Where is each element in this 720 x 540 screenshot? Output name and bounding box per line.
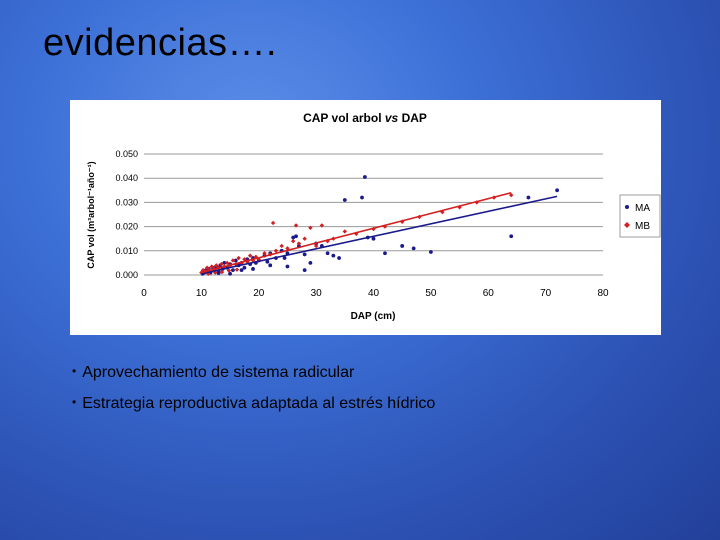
data-point-ma xyxy=(555,188,559,193)
x-tick-label: 70 xyxy=(540,288,552,299)
y-tick-label: 0.020 xyxy=(115,222,138,232)
data-point-mb xyxy=(296,241,302,246)
data-point-mb xyxy=(302,236,307,241)
legend-box xyxy=(619,194,661,238)
data-point-ma xyxy=(285,264,290,269)
x-tick-label: 0 xyxy=(141,288,147,299)
data-point-ma xyxy=(302,252,307,257)
data-point-mb xyxy=(230,258,236,263)
x-tick-label: 50 xyxy=(425,288,437,299)
data-point-mb xyxy=(209,264,214,269)
legend-marker-mb xyxy=(624,222,630,228)
x-tick-label: 80 xyxy=(597,288,609,299)
slide-title: evidencias…. xyxy=(43,22,278,64)
data-point-ma xyxy=(242,265,247,270)
data-point-ma xyxy=(428,250,433,254)
data-point-ma xyxy=(268,263,273,268)
data-point-mb xyxy=(262,251,267,256)
bullet-item: • Estrategia reproductiva adaptada al est… xyxy=(72,395,435,413)
data-point-ma xyxy=(216,271,221,275)
y-axis-label: CAP vol (m³arbol⁻¹año⁻¹) xyxy=(86,161,96,268)
data-point-ma xyxy=(411,246,416,251)
data-point-mb xyxy=(219,269,225,275)
legend-marker-ma xyxy=(625,205,629,209)
data-point-ma xyxy=(251,267,255,271)
y-tick-label: 0.010 xyxy=(115,246,138,256)
bullet-item: • Aprovechamiento de sistema radicular xyxy=(72,364,435,382)
data-point-mb xyxy=(293,223,299,228)
x-tick-label: 60 xyxy=(483,288,495,299)
data-point-ma xyxy=(302,268,307,273)
y-tick-label: 0.040 xyxy=(115,173,138,183)
chart-svg: CAP vol arbol vs DAP CAP vol (m³arbol⁻¹a… xyxy=(86,111,661,322)
data-point-mb xyxy=(279,243,284,249)
x-tick-label: 30 xyxy=(311,288,323,299)
legend-label-ma: MA xyxy=(635,203,650,214)
chart-title-part-2: vs xyxy=(385,111,399,125)
plot-area: 0.000 0.010 0.020 0.030 0.040 0.050 0 10 20 30 40 5… xyxy=(115,149,609,299)
legend: MA MB xyxy=(619,194,661,238)
data-point-ma xyxy=(400,244,405,248)
data-point-ma xyxy=(231,268,235,273)
y-tick-label: 0.050 xyxy=(115,149,138,159)
data-point-mb xyxy=(204,265,210,270)
bullet-dot-icon: • xyxy=(72,395,77,409)
data-point-ma xyxy=(239,268,244,273)
data-point-mb xyxy=(273,248,279,253)
data-point-ma xyxy=(265,259,270,264)
data-point-ma xyxy=(526,195,531,200)
data-point-mb xyxy=(214,263,219,268)
y-tick-label: 0.000 xyxy=(115,270,138,280)
x-axis-label: DAP (cm) xyxy=(351,311,396,322)
data-point-mb xyxy=(224,260,230,266)
data-point-mb xyxy=(319,223,325,228)
chart: CAP vol arbol vs DAP CAP vol (m³arbol⁻¹a… xyxy=(70,100,661,335)
x-tick-label: 20 xyxy=(253,288,265,299)
x-tick-label: 40 xyxy=(368,288,380,299)
data-point-ma xyxy=(308,261,313,265)
data-point-ma xyxy=(383,251,387,256)
data-point-mb xyxy=(247,253,253,258)
data-point-mb xyxy=(290,238,296,244)
data-point-ma xyxy=(342,198,347,202)
data-point-ma xyxy=(362,175,367,179)
y-tick-label: 0.030 xyxy=(115,197,138,207)
data-point-ma xyxy=(233,258,238,263)
trendline-ma xyxy=(201,195,558,275)
legend-label-mb: MB xyxy=(635,221,650,232)
data-point-mb xyxy=(342,229,348,234)
chart-title-part-3: DAP xyxy=(398,111,427,125)
trendline-mb xyxy=(201,191,512,274)
data-point-mb xyxy=(219,261,224,267)
x-tick-label: 10 xyxy=(196,288,208,299)
bullet-dot-icon: • xyxy=(72,364,77,378)
data-point-mb xyxy=(399,219,405,224)
data-point-ma xyxy=(331,253,336,258)
data-point-mb xyxy=(509,192,514,198)
bullet-text: Estrategia reproductiva adaptada al estr… xyxy=(82,395,436,412)
data-point-ma xyxy=(371,236,376,241)
data-point-ma xyxy=(294,234,298,239)
data-point-mb xyxy=(242,257,247,262)
chart-title: CAP vol arbol vs DAP xyxy=(303,111,427,125)
data-point-ma xyxy=(228,271,232,276)
data-point-mb xyxy=(236,255,241,261)
data-point-ma xyxy=(325,251,330,256)
data-point-mb xyxy=(313,243,319,249)
bullet-list: • Aprovechamiento de sistema radicular • E… xyxy=(72,364,435,426)
data-point-mb xyxy=(308,225,313,231)
bullet-text: Aprovechamiento de sistema radicular xyxy=(82,364,355,381)
data-point-mb xyxy=(226,268,232,273)
data-point-ma xyxy=(509,234,514,239)
data-point-ma xyxy=(360,195,364,200)
data-point-mb xyxy=(234,267,240,272)
data-point-ma xyxy=(291,235,296,240)
data-point-ma xyxy=(282,256,287,260)
data-point-mb xyxy=(270,220,276,226)
data-point-ma xyxy=(337,256,341,260)
chart-title-part-1: CAP vol arbol xyxy=(303,111,385,125)
